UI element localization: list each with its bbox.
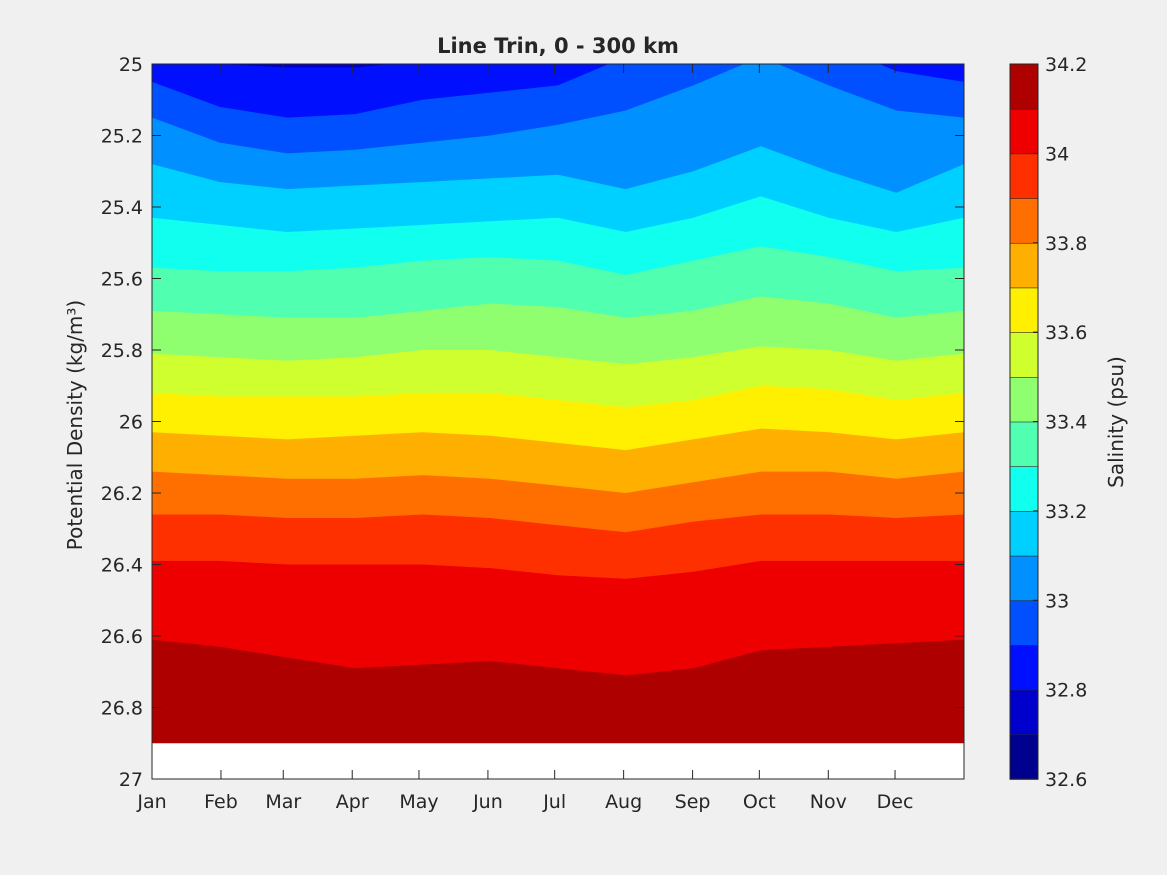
x-tick-label: Jun — [472, 791, 503, 813]
x-axis-tick-labels: Jan Feb Mar Apr May Jun Jul Aug Sep Oct Nov Dec — [136, 791, 913, 813]
colorbar-swatch — [1009, 555, 1039, 602]
salinity-band — [152, 64, 964, 118]
x-tick-label: Apr — [336, 791, 369, 813]
y-tick-label: 26.6 — [101, 626, 143, 648]
plot-area — [151, 63, 965, 780]
y-axis-label: Potential Density (kg/m³) — [63, 300, 87, 551]
colorbar-tick-label: 32.6 — [1045, 769, 1087, 791]
colorbar-tick-labels: 32.6 32.8 33 33.2 33.4 33.6 33.8 34 34.2 — [1045, 54, 1087, 791]
y-tick-label: 27 — [119, 769, 143, 791]
y-tick-label: 25 — [119, 54, 143, 76]
y-tick-label: 26.2 — [101, 483, 143, 505]
y-tick-label: 25.2 — [101, 126, 143, 148]
salinity-band — [219, 64, 389, 68]
colorbar-ticks — [1033, 63, 1038, 780]
y-tick-label: 26.4 — [101, 555, 143, 577]
y-axis-tick-labels: 25 25.2 25.4 25.6 25.8 26 26.2 26.4 26.6 26.8 27 — [101, 54, 143, 791]
x-tick-label: Mar — [265, 791, 301, 813]
chart-title: Line Trin, 0 - 300 km — [437, 34, 679, 58]
colorbar-tick-label: 33.2 — [1045, 501, 1087, 523]
colorbar-tick-label: 33.8 — [1045, 233, 1087, 255]
colorbar-swatch — [1009, 108, 1039, 155]
colorbar-swatch — [1009, 376, 1039, 423]
colorbar-label: Salinity (psu) — [1104, 356, 1128, 488]
x-tick-label: Sep — [675, 791, 711, 813]
y-tick-label: 25.4 — [101, 197, 143, 219]
colorbar: 32.6 32.8 33 33.2 33.4 33.6 33.8 34 34.2 — [1009, 54, 1087, 791]
colorbar-swatch — [1009, 465, 1039, 512]
colorbar-swatch — [1009, 510, 1039, 557]
colorbar-tick-label: 33.6 — [1045, 322, 1087, 344]
colorbar-swatch — [1009, 197, 1039, 244]
colorbar-swatch — [1009, 287, 1039, 333]
y-tick-label: 26.8 — [101, 698, 143, 720]
colorbar-tick-label: 34.2 — [1045, 54, 1087, 76]
x-tick-label: Jul — [542, 791, 566, 813]
y-tick-label: 25.8 — [101, 340, 143, 362]
x-tick-label: Dec — [877, 791, 914, 813]
colorbar-swatch — [1009, 153, 1039, 199]
salinity-bands — [152, 64, 964, 744]
colorbar-swatch — [1009, 242, 1039, 289]
x-tick-label: Oct — [743, 791, 776, 813]
colorbar-swatch — [1009, 734, 1039, 780]
colorbar-tick-label: 34 — [1045, 143, 1069, 165]
x-tick-label: May — [399, 791, 438, 813]
colorbar-tick-label: 33.4 — [1045, 412, 1087, 434]
y-tick-label: 26 — [119, 412, 143, 434]
colorbar-tick-label: 32.8 — [1045, 680, 1087, 702]
colorbar-swatch — [1009, 63, 1039, 110]
y-tick-label: 25.6 — [101, 269, 143, 291]
x-tick-label: Nov — [810, 791, 847, 813]
x-tick-label: Feb — [204, 791, 238, 813]
colorbar-swatch — [1009, 331, 1039, 378]
colorbar-swatches — [1009, 63, 1039, 780]
colorbar-swatch — [1009, 689, 1039, 736]
colorbar-swatch — [1009, 421, 1039, 467]
plot-frame — [151, 63, 965, 780]
colorbar-swatch — [1009, 599, 1039, 646]
colorbar-tick-label: 33 — [1045, 590, 1069, 612]
colorbar-swatch — [1009, 644, 1039, 691]
x-tick-label: Aug — [605, 791, 642, 813]
x-tick-label: Jan — [136, 791, 166, 813]
